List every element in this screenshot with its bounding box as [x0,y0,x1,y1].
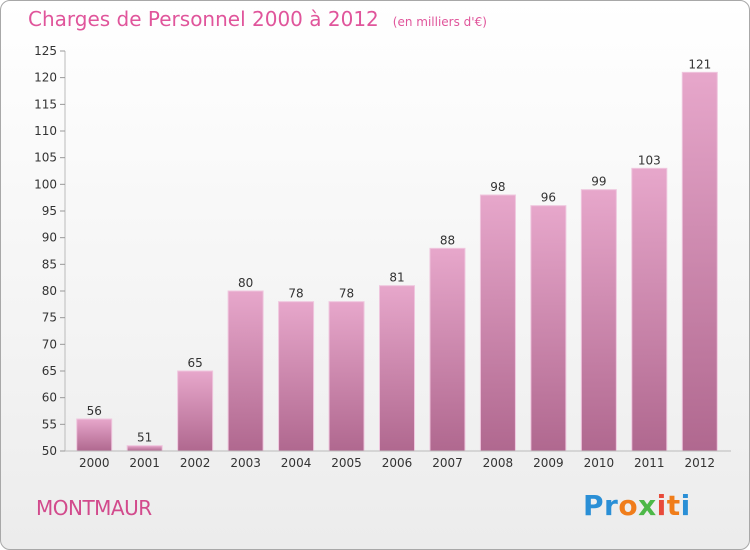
x-tick-label-2011: 2011 [634,456,665,470]
y-tick-label: 65 [42,364,57,378]
y-axis: 50 55 60 65 70 75 80 85 90 95 100 105 110 115 120 125 [34,44,66,458]
y-tick-label: 80 [42,284,57,298]
value-label-2003: 80 [238,276,253,290]
y-tick-label: 115 [34,97,57,111]
value-label-2001: 51 [137,431,152,445]
x-tick-label-2005: 2005 [331,456,362,470]
y-tick-label: 110 [34,124,57,138]
x-tick-label-2003: 2003 [230,456,261,470]
bar-2005 [328,301,365,452]
y-tick-label: 105 [34,151,57,165]
x-tick-label-2002: 2002 [180,456,211,470]
bar-2001 [126,445,163,452]
y-tick-label: 50 [42,444,57,458]
value-label-2006: 81 [389,271,404,285]
chart-title: Charges de Personnel 2000 à 2012 (en mill… [28,7,487,31]
bar-2004 [278,301,315,452]
y-tick-label: 60 [42,391,57,405]
bar-2006 [379,285,415,452]
x-tick-label-2012: 2012 [684,456,715,470]
y-tick-label: 100 [34,177,57,191]
value-label-2002: 65 [188,356,203,370]
value-label-2005: 78 [339,287,354,301]
bar-2011 [631,167,668,452]
y-tick-label: 120 [34,71,57,85]
proxiti-logo: Proxiti [583,489,691,522]
chart-subtitle: (en milliers d'€) [392,15,487,29]
value-label-2000: 56 [87,404,102,418]
y-tick-label: 95 [42,204,57,218]
y-tick-label: 55 [42,417,57,431]
x-tick-label-2000: 2000 [79,456,110,470]
bar-2009 [530,205,567,452]
bar-2003 [227,290,264,452]
bar-2000 [76,418,113,452]
value-label-2009: 96 [541,191,556,205]
bar-2012 [681,71,718,452]
logo-letter: i [680,489,691,522]
x-axis: 2000 2001 2002 2003 2004 2005 2006 2007 2008 2009… [65,450,731,470]
value-label-2007: 88 [440,233,455,247]
bar-2007 [429,247,466,452]
logo-letter: t [666,489,681,522]
logo-letter: P [583,489,605,522]
x-tick-label-2009: 2009 [533,456,564,470]
y-tick-label: 125 [34,44,57,58]
value-label-2012: 121 [688,57,711,71]
x-tick-label-2001: 2001 [129,456,160,470]
logo-letter: o [618,489,639,522]
x-tick-label-2004: 2004 [281,456,312,470]
logo-letter: x [638,489,657,522]
value-label-2010: 99 [591,175,606,189]
y-tick-label: 70 [42,337,57,351]
x-tick-label-2006: 2006 [382,456,413,470]
logo-letter: r [604,489,619,522]
logo-letter: i [656,489,667,522]
x-tick-label-2007: 2007 [432,456,463,470]
value-label-2004: 78 [288,287,303,301]
title-text: Charges de Personnel 2000 à 2012 [28,7,379,31]
x-tick-label-2008: 2008 [483,456,514,470]
y-tick-label: 90 [42,231,57,245]
y-tick-label: 85 [42,257,57,271]
value-label-2008: 98 [490,180,505,194]
bar-2010 [580,189,617,452]
x-tick-label-2010: 2010 [584,456,615,470]
value-label-2011: 103 [638,153,661,167]
bar-2002 [177,370,214,452]
bar-2008 [479,194,516,452]
commune-name: MONTMAUR [36,496,152,520]
y-tick-label: 75 [42,311,57,325]
bars: 56 51 65 80 78 78 81 88 98 96 99 103 121 [76,57,718,452]
